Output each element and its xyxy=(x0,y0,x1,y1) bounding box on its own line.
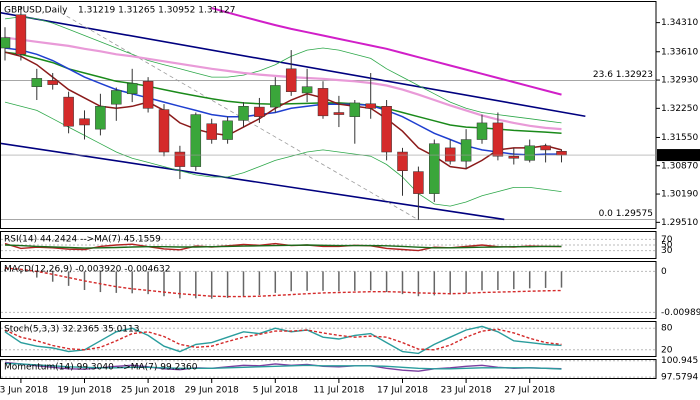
candle-body xyxy=(47,80,58,85)
plot-area: 23.6 1.32923 0.0 1.29575 xyxy=(1,6,656,221)
y-tick-label: 50 xyxy=(661,241,673,251)
indicator-title: RSI(14) 44.2424 -->MA(7) 45.1559 xyxy=(4,235,161,245)
y-tick-label: 30 xyxy=(661,246,673,256)
candle-body xyxy=(79,118,90,126)
moving-average xyxy=(4,101,562,207)
plot-area xyxy=(4,361,562,372)
candle-body xyxy=(492,122,504,157)
y-tick-label: 97.5794 xyxy=(661,373,698,383)
candle-body xyxy=(540,145,551,151)
trend-line xyxy=(1,11,586,118)
candle-body xyxy=(126,83,138,95)
pane-frame xyxy=(0,1,657,229)
candle-body xyxy=(365,103,376,109)
pane-frame xyxy=(0,231,657,259)
candle-body xyxy=(476,122,488,140)
moving-average xyxy=(4,36,562,131)
plot-area xyxy=(4,242,562,252)
last-price-label: 1.31127 xyxy=(660,151,697,161)
indicator-line xyxy=(4,362,562,370)
indicator-title: Momentum(14) 99.3040 -->MA(7) 99.2360 xyxy=(4,363,198,373)
candle-body xyxy=(413,171,424,194)
candle-body xyxy=(206,123,217,140)
candle-body xyxy=(63,96,74,127)
candle-body xyxy=(397,151,408,172)
moving-average xyxy=(211,7,562,96)
candle-body xyxy=(381,106,392,153)
candle-body xyxy=(95,106,106,130)
y-tick-label: 80 xyxy=(661,324,673,334)
plot-area xyxy=(4,267,563,299)
y-tick-label: -0.009897 xyxy=(661,308,700,318)
indicator-title: Stoch(5,3,3) 32.2365 35.0113 xyxy=(4,325,139,335)
indicator-line xyxy=(4,325,562,355)
x-tick-label: 5 Jul 2018 xyxy=(253,386,298,396)
candle-body xyxy=(142,81,154,109)
pane-frame xyxy=(0,359,657,379)
x-tick-label: 23 Jul 2018 xyxy=(441,386,492,396)
x-tick-label: 29 Jun 2018 xyxy=(185,386,239,396)
trend-line xyxy=(1,142,505,221)
y-tick-label: 20 xyxy=(661,345,673,355)
y-tick-label: 1.29510 xyxy=(661,218,698,228)
candle-body xyxy=(285,68,297,92)
indicator-line xyxy=(4,267,562,298)
candle-body xyxy=(15,14,27,55)
candle-body xyxy=(270,85,281,108)
fib-label: 23.6 1.32923 xyxy=(593,70,653,80)
indicator-line xyxy=(4,328,562,351)
y-tick-label: 1.32250 xyxy=(661,104,698,114)
candle-body xyxy=(556,150,567,156)
fib-label: 0.0 1.29575 xyxy=(599,209,653,219)
candle-body xyxy=(508,155,520,159)
y-tick-label: 70 xyxy=(661,235,673,245)
candle-body xyxy=(317,88,329,117)
y-tick-label: 1.34310 xyxy=(661,18,698,28)
x-tick-label: 11 Jul 2018 xyxy=(313,386,364,396)
chart-title: GBPUSD,Daily xyxy=(4,6,68,16)
candle-body xyxy=(190,114,202,167)
candle-body xyxy=(111,90,122,105)
y-tick-label: 0 xyxy=(661,267,667,277)
y-tick-label: 1.32930 xyxy=(661,76,698,86)
candle-body xyxy=(222,120,233,140)
x-tick-label: 25 Jun 2018 xyxy=(121,386,175,396)
pane-frame xyxy=(0,261,657,319)
indicator-title: MACD(12,26,9) -0.003920 -0.004632 xyxy=(4,265,170,275)
chart-subtitle: 1.31219 1.31265 1.30952 1.31127 xyxy=(78,6,235,16)
y-tick-label: 1.30870 xyxy=(661,161,698,171)
candle-body xyxy=(254,106,265,117)
candle-body xyxy=(301,86,313,94)
candle-body xyxy=(349,102,361,117)
candle-body xyxy=(460,139,472,162)
pane-frame xyxy=(0,321,657,357)
candle-body xyxy=(158,109,170,153)
x-tick-label: 19 Jun 2018 xyxy=(57,386,111,396)
candle-body xyxy=(174,151,186,167)
last-price-box xyxy=(657,149,700,162)
moving-average xyxy=(4,51,562,170)
candle-body xyxy=(429,143,440,194)
candle-body xyxy=(1,37,11,49)
y-tick-label: 1.33610 xyxy=(661,47,698,57)
x-tick-label: 17 Jul 2018 xyxy=(377,386,428,396)
indicator-line xyxy=(4,244,562,249)
y-tick-label: 1.30190 xyxy=(661,190,698,200)
y-tick-label: 1.31550 xyxy=(661,133,698,143)
y-tick-label: 100.945 xyxy=(661,356,698,366)
indicator-line xyxy=(4,242,562,252)
candle-body xyxy=(31,78,43,87)
x-tick-label: 27 Jul 2018 xyxy=(504,386,555,396)
plot-area xyxy=(4,325,562,355)
candle-body xyxy=(444,147,456,162)
candle-body xyxy=(524,145,535,161)
candle-body xyxy=(333,112,345,115)
x-tick-label: 13 Jun 2018 xyxy=(0,386,48,396)
candle-body xyxy=(238,106,249,121)
moving-average xyxy=(4,16,562,124)
